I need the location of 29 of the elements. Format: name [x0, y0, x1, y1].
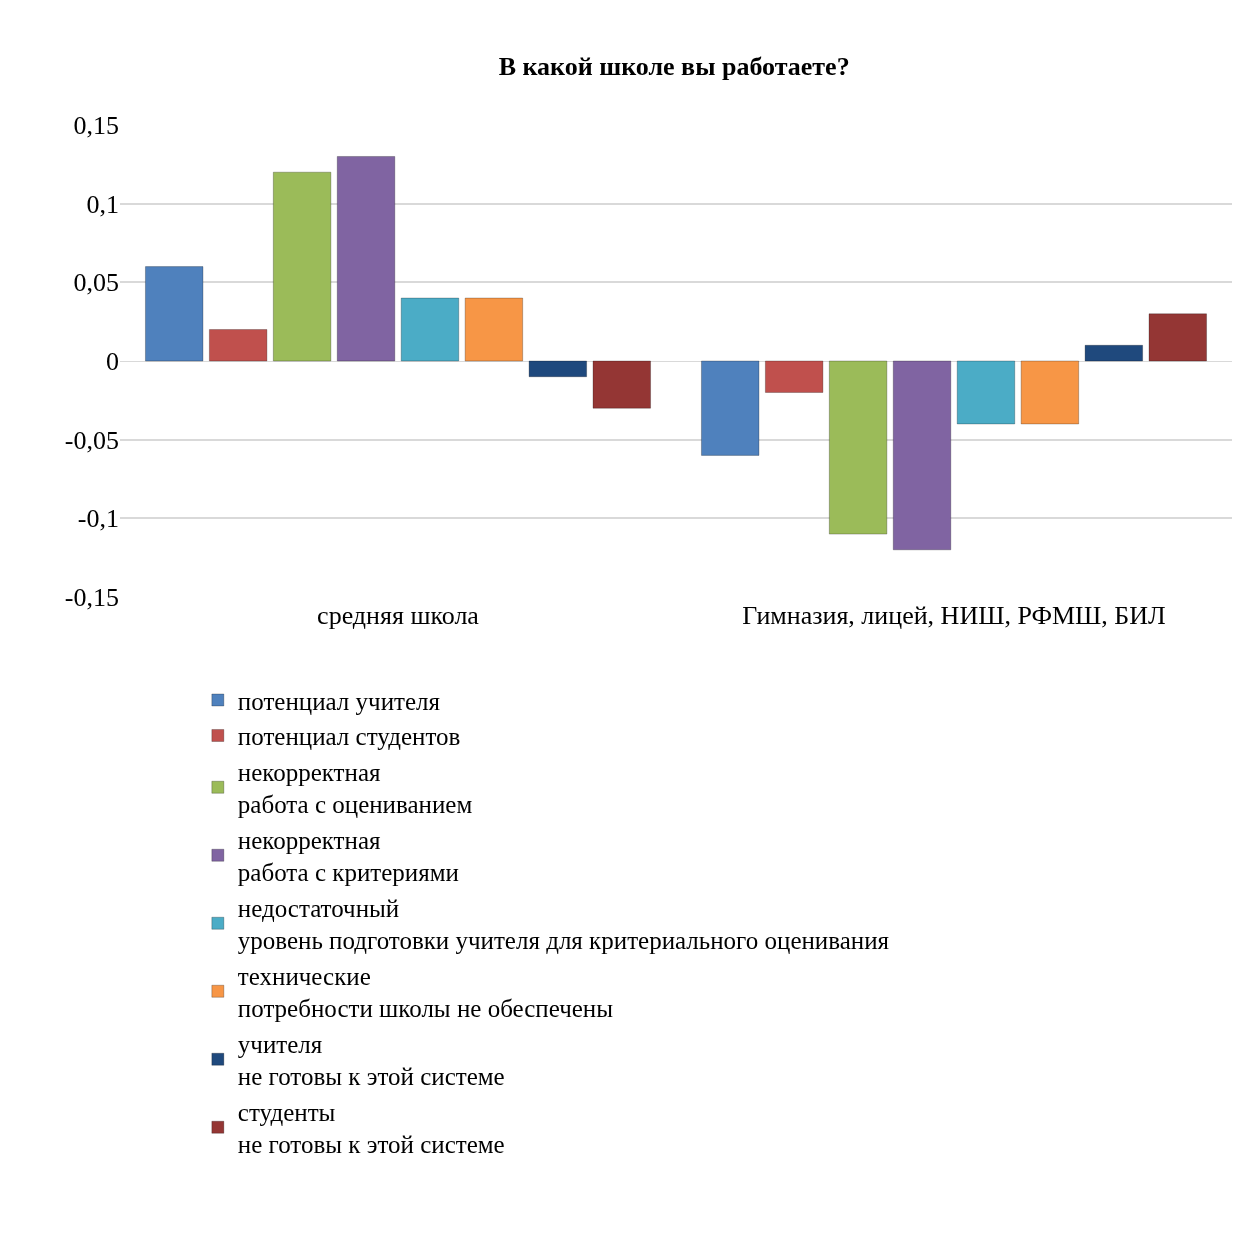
bar: [464, 297, 524, 362]
y-tick-label: -0,05: [64, 425, 119, 455]
bar: [1084, 344, 1144, 362]
bar: [592, 360, 652, 409]
legend-label: потенциал студентов: [237, 723, 461, 751]
bar: [336, 155, 396, 362]
bar: [700, 360, 760, 456]
x-tick-label: Гимназия, лицей, НИШ, РФМШ, БИЛ: [742, 601, 1166, 630]
bar: [272, 171, 332, 362]
bar: [528, 360, 588, 378]
bar: [764, 360, 824, 393]
bar: [1148, 313, 1208, 362]
bar: [208, 329, 268, 362]
y-tick-label: 0,1: [86, 189, 119, 219]
bar: [144, 266, 204, 362]
y-tick-label: -0,15: [64, 583, 119, 613]
legend-label: студенты не готовы к этой системе: [237, 1098, 505, 1159]
bar: [956, 360, 1016, 425]
bar: [828, 360, 888, 535]
chart-title: В какой школе вы работаете?: [498, 51, 850, 81]
bar: [892, 360, 952, 551]
y-tick-label: 0,05: [73, 268, 119, 298]
y-tick-label: 0: [106, 347, 119, 377]
y-tick-label: -0,1: [77, 504, 119, 534]
bar: [400, 297, 460, 362]
legend-label: потенциал учителя: [237, 687, 441, 715]
bar: [1020, 360, 1080, 425]
y-tick-label: 0,15: [73, 111, 119, 141]
x-tick-label: средняя школа: [317, 601, 480, 630]
